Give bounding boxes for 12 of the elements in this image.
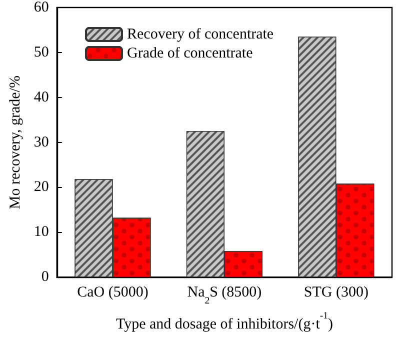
- y-tick-label: 0: [41, 269, 49, 286]
- legend-label: Recovery of concentrate: [127, 26, 274, 42]
- x-tick-label: STG (300): [304, 284, 368, 301]
- y-tick-label: 50: [34, 44, 49, 60]
- y-axis-title: Mo recovery, grade/%: [8, 76, 24, 210]
- x-tick-label: CaO (5000): [77, 284, 148, 301]
- y-tick-label: 20: [34, 179, 49, 196]
- legend-label: Grade of concentrate: [127, 46, 254, 62]
- y-tick-label: 60: [34, 0, 49, 16]
- y-tick-label: 40: [34, 89, 49, 106]
- y-tick-label: 10: [34, 224, 49, 240]
- y-tick-label: 30: [34, 134, 49, 150]
